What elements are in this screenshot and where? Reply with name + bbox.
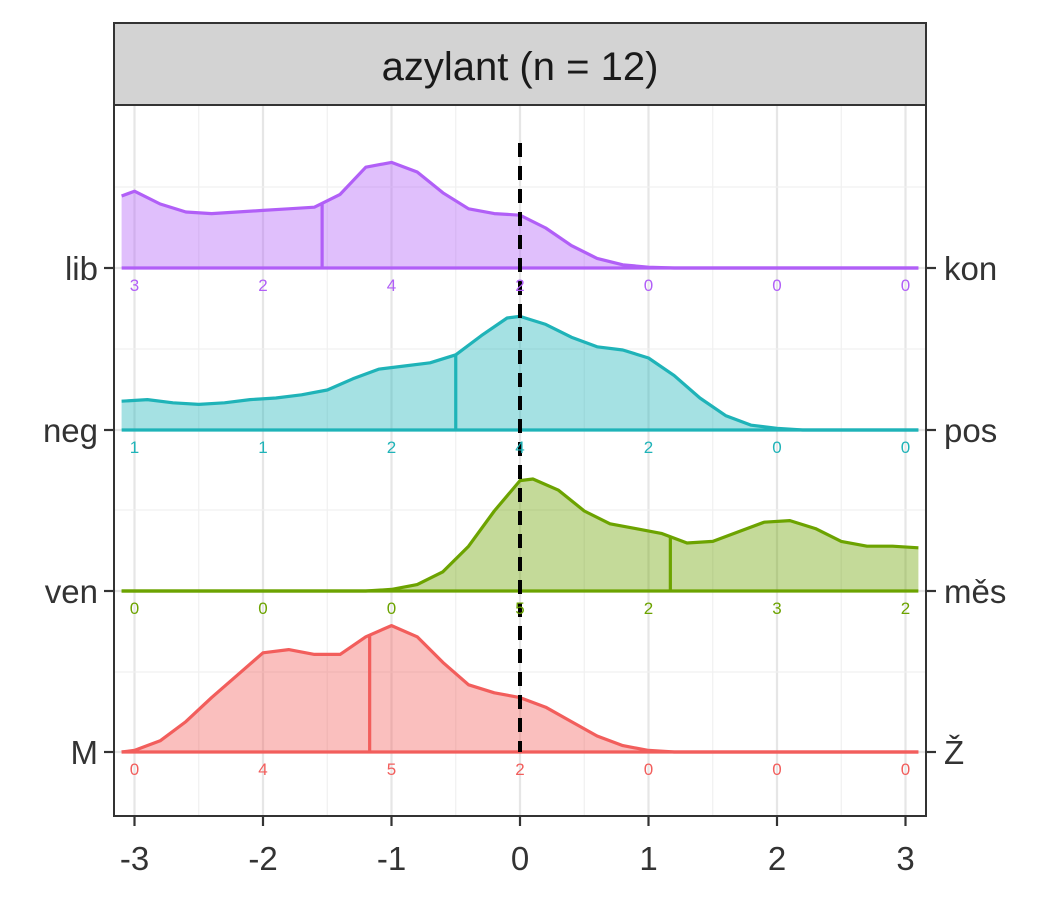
y-tick-label-right: kon	[944, 250, 997, 287]
x-axis: -3 -2 -1 0 1 2 3	[120, 816, 915, 877]
count-label: 2	[258, 276, 267, 295]
x-tick-label: 1	[639, 840, 657, 877]
count-label: 4	[387, 276, 396, 295]
count-label: 0	[772, 760, 781, 779]
count-label: 0	[130, 599, 139, 618]
count-label: 2	[901, 599, 910, 618]
x-tick-label: 0	[511, 840, 529, 877]
count-label: 2	[644, 599, 653, 618]
count-label: 1	[258, 438, 267, 457]
count-label: 0	[901, 438, 910, 457]
count-label: 0	[258, 599, 267, 618]
count-label: 0	[644, 276, 653, 295]
count-label: 4	[258, 760, 267, 779]
count-label: 0	[387, 599, 396, 618]
count-label: 0	[901, 276, 910, 295]
y-tick-label-left: M	[71, 734, 99, 771]
density-area-M	[121, 625, 919, 752]
count-label: 1	[130, 438, 139, 457]
y-tick-label-right: pos	[944, 412, 997, 449]
facet-strip	[113, 22, 927, 106]
y-tick-label-right: měs	[944, 573, 1006, 610]
count-label: 4	[515, 438, 524, 457]
x-tick-label: -1	[377, 840, 406, 877]
count-label: 0	[130, 760, 139, 779]
density-line-neg	[121, 314, 919, 432]
count-label: 5	[387, 760, 396, 779]
y-axis-right: kon pos měs Ž	[926, 250, 1006, 771]
density-line-ven	[121, 477, 919, 593]
x-tick-label: -3	[120, 840, 149, 877]
count-label: 3	[772, 599, 781, 618]
count-label: 2	[515, 276, 524, 295]
density-line-lib	[121, 160, 919, 270]
density-line-M	[121, 624, 919, 754]
count-label: 3	[130, 276, 139, 295]
count-label: 0	[772, 276, 781, 295]
facet-strip-title: azylant (n = 12)	[382, 45, 659, 89]
y-tick-label-right: Ž	[944, 734, 964, 771]
count-label: 0	[772, 438, 781, 457]
count-label: 5	[515, 599, 524, 618]
count-label: 0	[901, 760, 910, 779]
y-tick-label-left: neg	[43, 412, 98, 449]
count-label: 2	[644, 438, 653, 457]
count-labels: 3 2 4 2 0 0 0 1 1 2 4 2 0 0 0 0 0 5 2 3 2 0 4 5 2 0 0 0	[130, 276, 910, 779]
count-label: 2	[387, 438, 396, 457]
y-tick-label-left: ven	[45, 573, 98, 610]
x-tick-label: 3	[896, 840, 914, 877]
x-tick-label: -2	[248, 840, 277, 877]
y-tick-label-left: lib	[65, 250, 98, 287]
x-tick-label: 2	[768, 840, 786, 877]
y-axis-left: lib neg ven M	[43, 250, 114, 771]
count-label: 0	[644, 760, 653, 779]
count-label: 2	[515, 760, 524, 779]
